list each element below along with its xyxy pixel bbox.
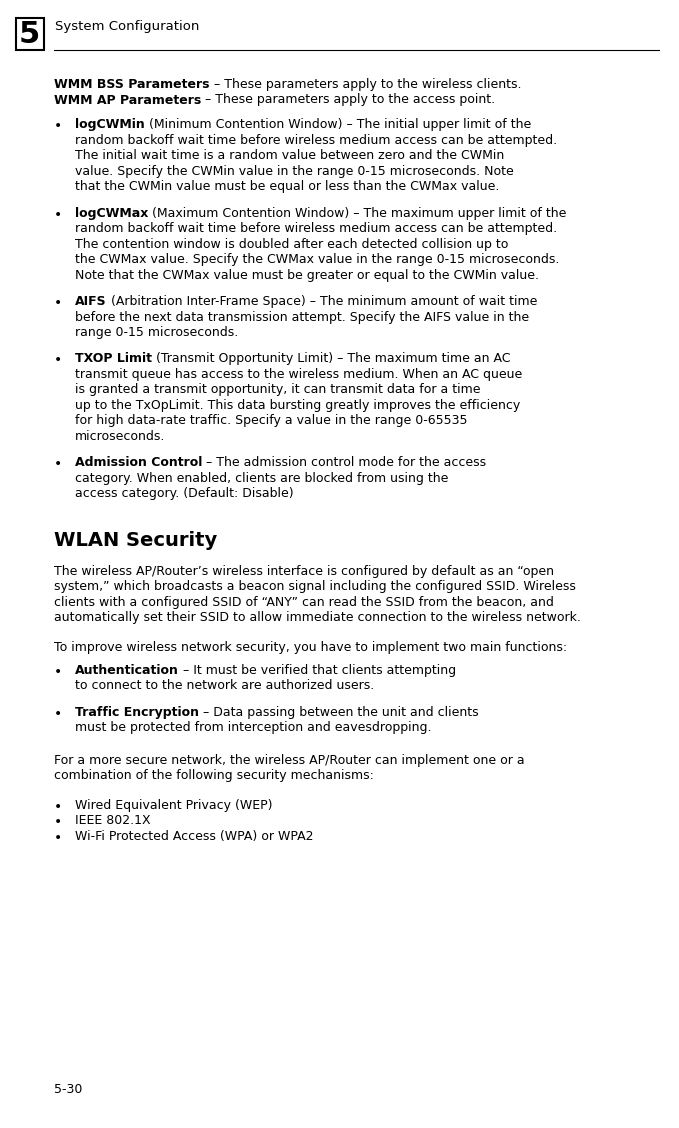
Text: microseconds.: microseconds. xyxy=(75,430,166,443)
Text: clients with a configured SSID of “ANY” can read the SSID from the beacon, and: clients with a configured SSID of “ANY” … xyxy=(54,596,554,609)
Text: category. When enabled, clients are blocked from using the: category. When enabled, clients are bloc… xyxy=(75,472,448,485)
Text: Traffic Encryption: Traffic Encryption xyxy=(75,706,199,719)
Text: transmit queue has access to the wireless medium. When an AC queue: transmit queue has access to the wireles… xyxy=(75,368,522,381)
Text: •: • xyxy=(54,296,62,310)
Text: (Arbitration Inter-Frame Space) – The minimum amount of wait time: (Arbitration Inter-Frame Space) – The mi… xyxy=(107,296,537,308)
Text: For a more secure network, the wireless AP/Router can implement one or a: For a more secure network, the wireless … xyxy=(54,754,525,767)
Text: must be protected from interception and eavesdropping.: must be protected from interception and … xyxy=(75,721,431,734)
Text: random backoff wait time before wireless medium access can be attempted.: random backoff wait time before wireless… xyxy=(75,134,557,147)
Text: – It must be verified that clients attempting: – It must be verified that clients attem… xyxy=(179,664,456,677)
Text: system,” which broadcasts a beacon signal including the configured SSID. Wireles: system,” which broadcasts a beacon signa… xyxy=(54,580,576,593)
Text: System Configuration: System Configuration xyxy=(55,20,200,33)
Text: logCWMin: logCWMin xyxy=(75,118,145,131)
Bar xyxy=(16,18,44,50)
Text: AIFS: AIFS xyxy=(75,296,107,308)
Text: is granted a transmit opportunity, it can transmit data for a time: is granted a transmit opportunity, it ca… xyxy=(75,384,481,396)
Text: •: • xyxy=(54,120,62,133)
Text: WLAN Security: WLAN Security xyxy=(54,530,217,549)
Text: (Transmit Opportunity Limit) – The maximum time an AC: (Transmit Opportunity Limit) – The maxim… xyxy=(152,352,511,365)
Text: •: • xyxy=(54,830,62,845)
Text: The contention window is doubled after each detected collision up to: The contention window is doubled after e… xyxy=(75,238,509,250)
Text: The initial wait time is a random value between zero and the CWMin: The initial wait time is a random value … xyxy=(75,149,504,162)
Text: IEEE 802.1X: IEEE 802.1X xyxy=(75,814,151,827)
Text: 5: 5 xyxy=(19,20,40,49)
Text: (Maximum Contention Window) – The maximum upper limit of the: (Maximum Contention Window) – The maximu… xyxy=(149,206,567,220)
Text: – Data passing between the unit and clients: – Data passing between the unit and clie… xyxy=(199,706,479,719)
Text: To improve wireless network security, you have to implement two main functions:: To improve wireless network security, yo… xyxy=(54,641,567,653)
Text: Wi-Fi Protected Access (WPA) or WPA2: Wi-Fi Protected Access (WPA) or WPA2 xyxy=(75,830,314,843)
Text: 5-30: 5-30 xyxy=(54,1083,82,1096)
Text: before the next data transmission attempt. Specify the AIFS value in the: before the next data transmission attemp… xyxy=(75,310,529,324)
Text: – These parameters apply to the access point.: – These parameters apply to the access p… xyxy=(201,94,496,106)
Text: •: • xyxy=(54,816,62,829)
Text: Admission Control: Admission Control xyxy=(75,456,202,469)
Text: to connect to the network are authorized users.: to connect to the network are authorized… xyxy=(75,679,374,693)
Text: WMM AP Parameters: WMM AP Parameters xyxy=(54,94,201,106)
Text: automatically set their SSID to allow immediate connection to the wireless netwo: automatically set their SSID to allow im… xyxy=(54,611,581,624)
Text: value. Specify the CWMin value in the range 0-15 microseconds. Note: value. Specify the CWMin value in the ra… xyxy=(75,165,514,178)
Text: access category. (Default: Disable): access category. (Default: Disable) xyxy=(75,487,293,500)
Text: •: • xyxy=(54,457,62,472)
Text: Authentication: Authentication xyxy=(75,664,179,677)
Text: •: • xyxy=(54,353,62,368)
Text: the CWMax value. Specify the CWMax value in the range 0-15 microseconds.: the CWMax value. Specify the CWMax value… xyxy=(75,253,559,266)
Text: – These parameters apply to the wireless clients.: – These parameters apply to the wireless… xyxy=(210,78,521,91)
Text: Wired Equivalent Privacy (WEP): Wired Equivalent Privacy (WEP) xyxy=(75,799,272,812)
Text: •: • xyxy=(54,800,62,813)
Text: •: • xyxy=(54,664,62,679)
Text: Note that the CWMax value must be greater or equal to the CWMin value.: Note that the CWMax value must be greate… xyxy=(75,268,539,282)
Text: WMM BSS Parameters: WMM BSS Parameters xyxy=(54,78,210,91)
Text: range 0-15 microseconds.: range 0-15 microseconds. xyxy=(75,326,238,340)
Text: •: • xyxy=(54,208,62,221)
Text: combination of the following security mechanisms:: combination of the following security me… xyxy=(54,769,374,783)
Text: (Minimum Contention Window) – The initial upper limit of the: (Minimum Contention Window) – The initia… xyxy=(145,118,531,131)
Text: •: • xyxy=(54,707,62,721)
Text: The wireless AP/Router’s wireless interface is configured by default as an “open: The wireless AP/Router’s wireless interf… xyxy=(54,565,554,578)
Text: – The admission control mode for the access: – The admission control mode for the acc… xyxy=(202,456,486,469)
Text: up to the TxOpLimit. This data bursting greatly improves the efficiency: up to the TxOpLimit. This data bursting … xyxy=(75,399,520,412)
Text: TXOP Limit: TXOP Limit xyxy=(75,352,152,365)
Text: random backoff wait time before wireless medium access can be attempted.: random backoff wait time before wireless… xyxy=(75,222,557,235)
Text: logCWMax: logCWMax xyxy=(75,206,149,220)
Text: for high data-rate traffic. Specify a value in the range 0-65535: for high data-rate traffic. Specify a va… xyxy=(75,414,468,428)
Text: that the CWMin value must be equal or less than the CWMax value.: that the CWMin value must be equal or le… xyxy=(75,180,499,193)
